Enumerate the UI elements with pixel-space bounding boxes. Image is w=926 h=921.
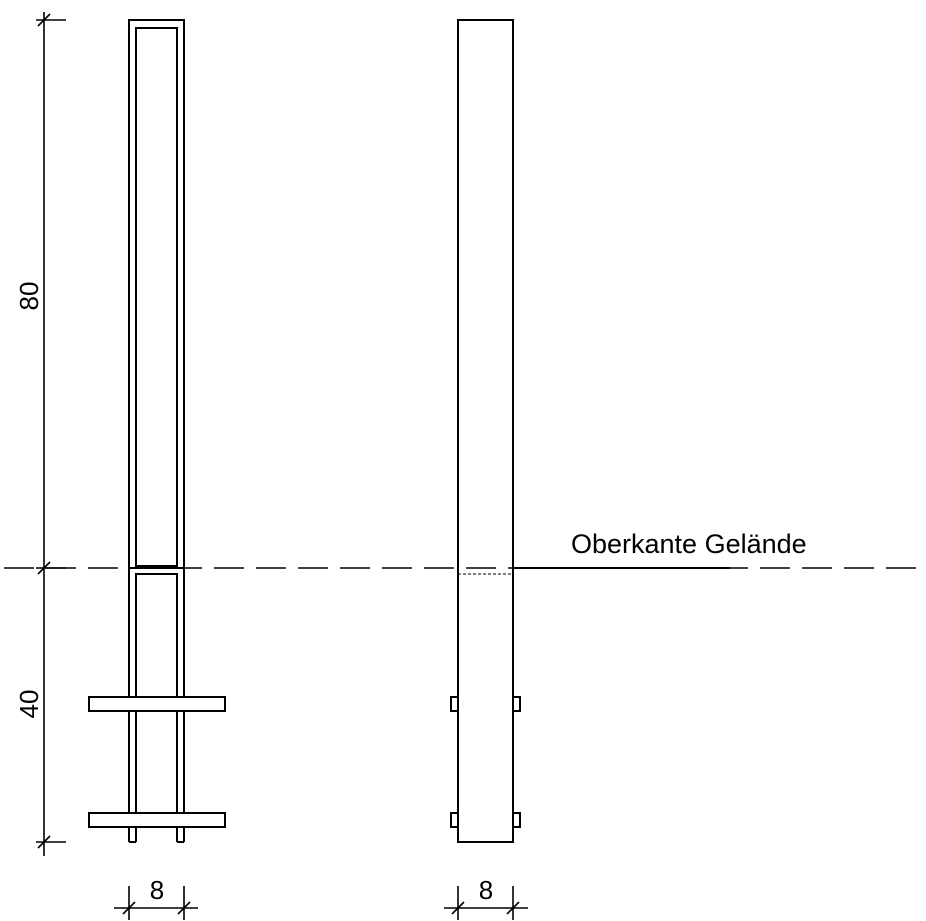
ground-level-label: Oberkante Gelände — [571, 529, 807, 559]
front-width-dimension — [114, 886, 198, 920]
front-anchor-plate-upper — [88, 696, 226, 712]
side-view-post — [457, 19, 514, 843]
dimension-label-40: 40 — [14, 690, 44, 719]
dimension-label-80: 80 — [14, 282, 44, 311]
side-width-dimension — [444, 886, 528, 920]
dimension-label-width-side: 8 — [479, 875, 493, 905]
side-anchor-tabs — [450, 696, 521, 828]
vertical-dimension — [36, 12, 66, 856]
front-view-post — [128, 19, 185, 843]
dimension-label-width-front: 8 — [150, 875, 164, 905]
front-anchor-plate-lower — [88, 812, 226, 828]
